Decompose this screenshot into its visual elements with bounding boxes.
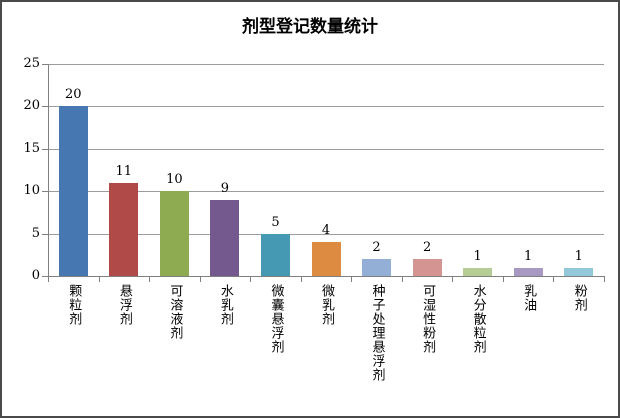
y-axis-tick xyxy=(42,106,48,108)
bar-value-label: 9 xyxy=(220,180,230,196)
bar-value-label: 2 xyxy=(372,240,381,256)
x-axis-tick xyxy=(48,276,49,282)
y-axis-label: 0 xyxy=(31,268,40,283)
y-axis-label: 25 xyxy=(23,56,40,71)
bar-value-label: 11 xyxy=(115,163,133,179)
x-axis-category-label: 水乳剂 xyxy=(217,284,233,326)
gridline xyxy=(48,106,604,108)
bar xyxy=(362,259,392,276)
x-axis-category-label: 种子处理悬浮剂 xyxy=(369,284,385,382)
y-axis-label: 15 xyxy=(23,140,40,156)
x-axis-tick xyxy=(199,276,201,282)
chart-title: 剂型登记数量统计 xyxy=(242,17,378,37)
gridline xyxy=(48,191,604,193)
y-axis-tick xyxy=(42,64,48,65)
x-axis-tick xyxy=(604,276,605,282)
x-axis-category-label: 可湿性粉剂 xyxy=(420,284,436,354)
bar-value-label: 1 xyxy=(524,248,533,264)
x-axis-category-label: 粉剂 xyxy=(571,284,587,312)
y-axis-tick xyxy=(42,233,48,235)
bar-value-label: 20 xyxy=(64,87,82,103)
bar-value-label: 1 xyxy=(473,248,482,264)
bar-value-label: 1 xyxy=(574,248,583,264)
bar xyxy=(260,233,290,276)
bar xyxy=(463,267,493,276)
bar xyxy=(311,242,341,276)
bar-value-label: 4 xyxy=(321,223,331,239)
y-axis-label: 10 xyxy=(23,183,40,199)
y-axis-tick xyxy=(42,276,48,277)
y-axis xyxy=(48,64,49,276)
x-axis-tick xyxy=(401,276,403,282)
x-axis-tick xyxy=(250,276,252,282)
x-axis-category-label: 微囊悬浮剂 xyxy=(268,284,284,354)
y-axis-tick xyxy=(42,148,48,150)
x-axis-tick xyxy=(98,276,100,282)
x-axis-tick xyxy=(502,276,504,282)
bar xyxy=(159,191,189,276)
x-axis-tick xyxy=(452,276,454,282)
bar-value-label: 2 xyxy=(422,240,432,256)
bar-value-label: 10 xyxy=(166,172,183,188)
x-axis-category-label: 乳油 xyxy=(521,284,537,312)
x-axis xyxy=(48,276,605,277)
bar xyxy=(564,267,594,276)
bar xyxy=(513,267,543,276)
bar xyxy=(109,182,139,276)
y-axis-label: 5 xyxy=(31,225,40,241)
x-axis-category-label: 颗粒剂 xyxy=(66,284,82,326)
x-axis-category-label: 水分散粒剂 xyxy=(470,284,486,354)
x-axis-category-label: 悬浮剂 xyxy=(116,284,132,326)
x-axis-category-label: 微乳剂 xyxy=(319,284,334,326)
bar xyxy=(210,199,240,276)
x-axis-tick xyxy=(351,276,353,282)
bar-value-label: 5 xyxy=(271,214,280,230)
x-axis-tick xyxy=(553,276,555,282)
x-axis-category-label: 可溶液剂 xyxy=(167,284,183,340)
bar xyxy=(412,259,442,276)
gridline xyxy=(48,148,604,150)
gridline xyxy=(48,64,604,65)
y-axis-tick xyxy=(42,191,48,193)
y-axis-label: 20 xyxy=(23,98,40,114)
gridline xyxy=(48,233,604,235)
bar xyxy=(58,106,88,276)
x-axis-tick xyxy=(300,276,302,282)
x-axis-tick xyxy=(149,276,151,282)
